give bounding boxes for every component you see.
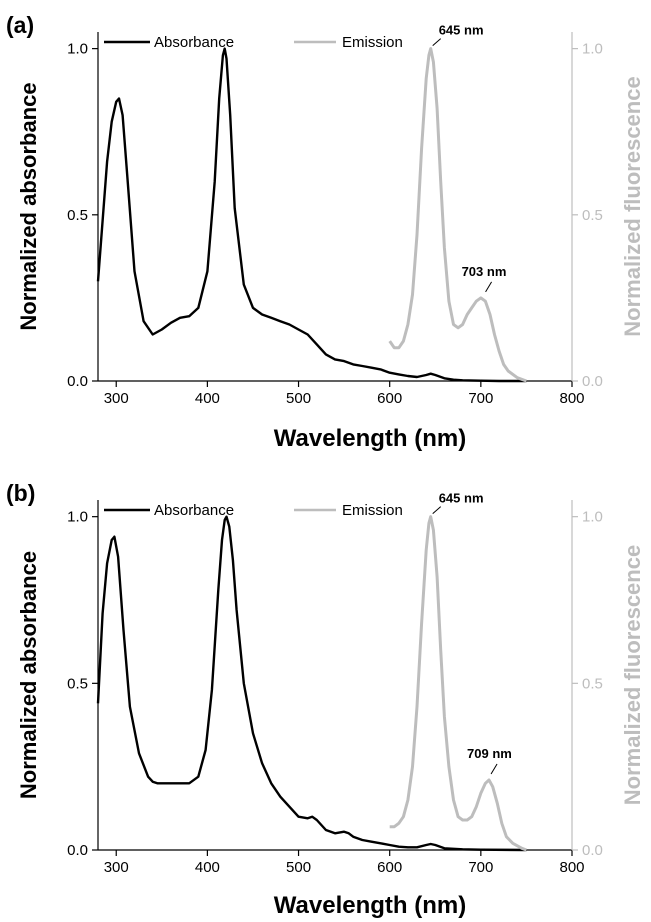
annotation-leader-line bbox=[490, 763, 498, 775]
panel-label: (b) bbox=[6, 480, 35, 506]
y-right-tick-label: 1.0 bbox=[582, 41, 603, 58]
peak-annotation: 645 nm bbox=[439, 491, 484, 506]
absorbance-series-line bbox=[96, 515, 527, 852]
y-right-tick-label: 0.5 bbox=[582, 675, 603, 692]
x-axis-title: Wavelength (nm) bbox=[274, 892, 466, 919]
peak-annotation: 645 nm bbox=[439, 23, 484, 38]
y-right-tick-label: 0.0 bbox=[582, 373, 603, 390]
x-tick-label: 600 bbox=[377, 859, 402, 876]
x-tick-label: 800 bbox=[559, 859, 584, 876]
x-tick-label: 500 bbox=[286, 390, 311, 407]
y-left-axis-title: Normalized absorbance bbox=[16, 82, 41, 330]
x-tick-label: 400 bbox=[195, 859, 220, 876]
annotation-leader-line bbox=[485, 281, 493, 293]
y-left-tick-label: 0.5 bbox=[67, 675, 88, 692]
y-right-tick-label: 0.5 bbox=[582, 207, 603, 224]
legend-label-absorbance: Absorbance bbox=[154, 502, 234, 519]
x-tick-label: 800 bbox=[559, 390, 584, 407]
y-left-tick-label: 1.0 bbox=[67, 509, 88, 526]
y-left-axis-title: Normalized absorbance bbox=[16, 551, 41, 799]
emission-series-line bbox=[389, 515, 527, 852]
annotation-leader-line bbox=[432, 38, 442, 46]
legend-label-emission: Emission bbox=[342, 34, 403, 51]
y-right-tick-label: 0.0 bbox=[582, 842, 603, 859]
x-tick-label: 300 bbox=[104, 390, 129, 407]
x-tick-label: 400 bbox=[195, 390, 220, 407]
y-left-tick-label: 0.5 bbox=[67, 207, 88, 224]
panel-label: (a) bbox=[6, 12, 34, 38]
panel-a: (a)300 400 500 600 700 8000.00.51.00.00.51.0W… bbox=[6, 12, 645, 452]
y-left-tick-label: 1.0 bbox=[67, 41, 88, 58]
x-axis-title: Wavelength (nm) bbox=[274, 425, 466, 452]
legend-label-absorbance: Absorbance bbox=[154, 34, 234, 51]
peak-annotation: 709 nm bbox=[467, 746, 512, 761]
legend-label-emission: Emission bbox=[342, 502, 403, 519]
x-tick-label: 700 bbox=[468, 859, 493, 876]
y-right-axis-title: Normalized fluorescence bbox=[620, 76, 645, 336]
y-right-axis-title: Normalized fluorescence bbox=[620, 545, 645, 805]
y-left-tick-label: 0.0 bbox=[67, 373, 88, 390]
x-tick-label: 300 bbox=[104, 859, 129, 876]
x-tick-label: 700 bbox=[468, 390, 493, 407]
x-tick-label: 600 bbox=[377, 390, 402, 407]
x-tick-label: 500 bbox=[286, 859, 311, 876]
absorbance-series-line bbox=[96, 47, 527, 383]
panel-b: (b)300 400 500 600 700 8000.00.51.00.00.51.0W… bbox=[6, 480, 645, 919]
y-left-tick-label: 0.0 bbox=[67, 842, 88, 859]
y-right-tick-label: 1.0 bbox=[582, 509, 603, 526]
emission-series-line bbox=[388, 47, 527, 383]
peak-annotation: 703 nm bbox=[462, 264, 507, 279]
annotation-leader-line bbox=[432, 506, 442, 515]
